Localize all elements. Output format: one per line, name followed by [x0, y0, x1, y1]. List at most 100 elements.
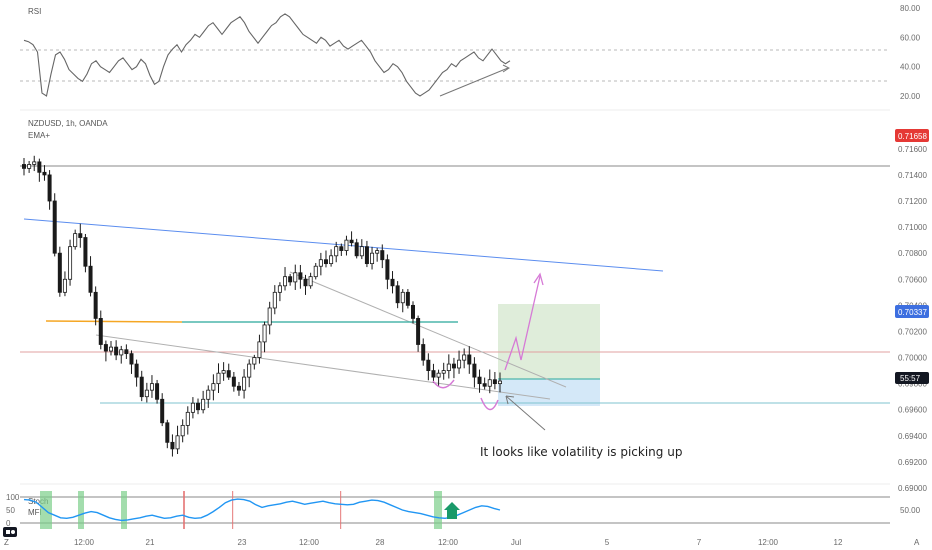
candle-body: [349, 239, 354, 244]
inner-trendline: [289, 271, 567, 388]
tradingview-logo-icon[interactable]: [3, 527, 17, 537]
candle-body: [206, 389, 211, 400]
candle-body: [298, 272, 303, 280]
rsi-axis-tick: 40.00: [900, 63, 921, 72]
candle-body: [288, 276, 293, 283]
rsi-title: RSI: [28, 7, 41, 16]
candle-body: [134, 363, 139, 378]
countdown-text: 55:57: [900, 374, 921, 383]
lower-trendline: [95, 334, 551, 400]
candle-body: [155, 383, 160, 400]
time-axis-tick: 21: [146, 538, 155, 547]
projection-arrowhead: [533, 272, 544, 286]
candle-body: [185, 411, 190, 426]
candle-body: [62, 278, 67, 293]
candle-body: [201, 398, 206, 411]
candle-body: [467, 354, 472, 365]
candle-body: [283, 276, 288, 287]
candle-body: [318, 259, 323, 267]
bottom-curve-mark: [432, 379, 455, 389]
candle-body: [221, 370, 226, 374]
up-arrow-icon: [447, 507, 457, 519]
upper-trendline: [23, 218, 664, 272]
candle-body: [42, 171, 47, 176]
time-axis-tick: 7: [697, 538, 702, 547]
price-axis-tick: 0.70800: [898, 249, 927, 258]
candle-body: [446, 363, 451, 371]
candle-body: [68, 246, 73, 280]
annotation-pointer-head: [505, 395, 515, 405]
price-badge-mid-text: 0.70337: [898, 308, 927, 317]
z-scale-icon[interactable]: Z: [4, 538, 9, 547]
up-arrow-icon-head: [444, 502, 460, 510]
candle-body: [236, 385, 241, 391]
candle-body: [165, 422, 170, 443]
time-axis-tick: 23: [238, 538, 247, 547]
time-axis-tick: 12:00: [758, 538, 779, 547]
candle-body: [313, 265, 318, 278]
candle-body: [370, 252, 375, 265]
candle-body: [211, 383, 216, 391]
candle-body: [441, 370, 446, 374]
osc-axis-tick: 100: [6, 493, 20, 502]
signal-highlight-red: [232, 491, 234, 529]
candle-body: [354, 242, 359, 257]
candle-body: [293, 272, 298, 283]
signal-highlight: [434, 491, 442, 529]
candle-body: [272, 291, 277, 309]
candle-body: [416, 318, 421, 345]
candle-body: [21, 164, 26, 169]
indicator-label: EMA+: [28, 131, 50, 140]
auto-scale-icon[interactable]: A: [914, 538, 920, 547]
candle-body: [88, 265, 93, 293]
candle-body: [27, 164, 32, 169]
mfi-line: [23, 498, 501, 522]
candle-body: [103, 344, 108, 352]
time-axis-tick: 12:00: [438, 538, 459, 547]
price-badge-top: [895, 129, 929, 142]
candle-body: [329, 255, 334, 265]
rsi-panel: RSI 80.00 60.00 40.00 20.00: [20, 4, 921, 101]
candle-body: [37, 161, 42, 173]
price-axis-tick: 0.70000: [898, 354, 927, 363]
time-axis-tick: 12:00: [299, 538, 320, 547]
target-zone: [498, 304, 600, 379]
price-axis-tick: 0.69400: [898, 432, 927, 441]
candle-body: [247, 363, 252, 378]
candlestick-series: [21, 155, 502, 457]
time-axis-tick: 12:00: [74, 538, 95, 547]
candle-body: [129, 353, 134, 365]
candle-body: [52, 200, 57, 254]
candle-body: [487, 379, 492, 387]
candle-body: [242, 376, 247, 391]
candle-body: [83, 237, 88, 267]
price-panel: NZDUSD, 1h, OANDA EMA+ It looks like vol…: [20, 119, 929, 493]
candle-body: [231, 376, 236, 387]
candle-body: [124, 349, 129, 355]
annotation-pointer: [505, 395, 546, 431]
candle-body: [93, 291, 98, 319]
candle-body: [385, 259, 390, 280]
price-axis-tick: 0.70200: [898, 327, 927, 336]
price-axis-tick: 0.70600: [898, 275, 927, 284]
signal-highlight-red: [340, 491, 342, 529]
candle-body: [390, 278, 395, 287]
candle-body: [180, 424, 185, 437]
price-axis-tick: 0.69000: [898, 484, 927, 493]
candle-body: [359, 246, 364, 257]
candle-body: [190, 402, 195, 413]
price-axis-tick: 0.71200: [898, 197, 927, 206]
candle-body: [405, 291, 410, 306]
candle-body: [395, 285, 400, 304]
osc-axis-tick: 0: [6, 519, 11, 528]
price-axis-tick: 0.71000: [898, 223, 927, 232]
candle-body: [380, 250, 385, 261]
candle-body: [57, 252, 62, 293]
rsi-axis-tick: 60.00: [900, 33, 921, 42]
candle-body: [400, 291, 405, 304]
osc-axis-tick: 50: [6, 506, 15, 515]
candle-body: [308, 276, 313, 287]
candle-body: [170, 441, 175, 450]
time-axis-tick: 28: [376, 538, 385, 547]
